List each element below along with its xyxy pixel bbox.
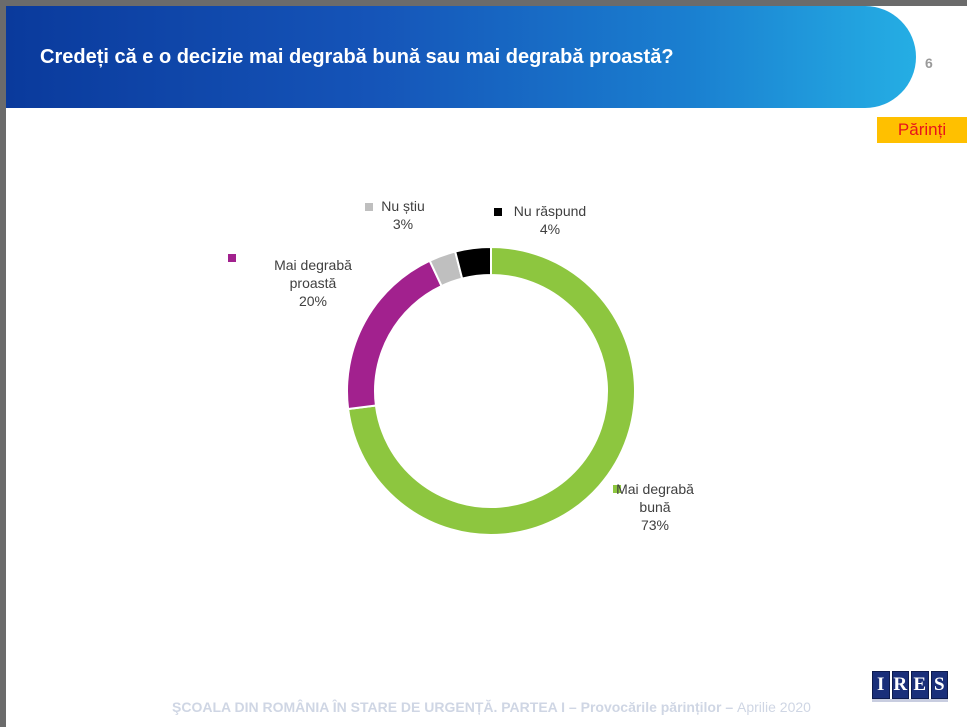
page-number: 6: [925, 55, 933, 71]
slice-value-label: 73%: [641, 517, 669, 533]
slice-value-label: 4%: [540, 221, 560, 237]
slide-title: Credeți că e o decizie mai degrabă bună …: [40, 46, 674, 68]
window-border-left: [0, 0, 6, 727]
legend-marker: [494, 208, 502, 216]
slice-name-label: Nu răspund: [514, 203, 586, 219]
slice-name-label: Nu știu: [381, 198, 425, 214]
slice-mai-degrabă-bună: [347, 245, 636, 536]
logo-letter: S: [930, 671, 948, 699]
window-border-top: [0, 0, 967, 6]
slice-value-label: 3%: [393, 216, 413, 232]
legend-marker: [228, 254, 236, 262]
footer-date: Aprilie 2020: [737, 699, 811, 715]
logo-letter: I: [872, 671, 890, 699]
slice-nu-răspund: [453, 245, 492, 280]
slice-value-label: 20%: [299, 293, 327, 309]
ires-logo: I R E S: [872, 671, 948, 701]
slice-name-label: proastă: [290, 275, 337, 291]
slice-name-label: Mai degrabă: [274, 257, 352, 273]
slice-name-label: bună: [639, 499, 670, 515]
title-banner: Credeți că e o decizie mai degrabă bună …: [6, 6, 916, 108]
slice-mai-degrabă-proastă: [346, 259, 443, 411]
legend-marker: [365, 203, 373, 211]
footer-main: ŞCOALA DIN ROMÂNIA ÎN STARE DE URGENȚĂ. …: [172, 699, 737, 715]
audience-badge: Părinți: [877, 117, 967, 143]
donut-slices: [346, 245, 636, 536]
logo-letter: R: [891, 671, 909, 699]
footer-text: ŞCOALA DIN ROMÂNIA ÎN STARE DE URGENȚĂ. …: [172, 699, 811, 715]
slice-name-label: Mai degrabă: [616, 481, 694, 497]
donut-labels: Mai degrabă bună 73% Mai degrabă proastă 20% N…: [228, 198, 694, 533]
logo-letter: E: [911, 671, 929, 699]
legend-marker: [613, 485, 621, 493]
logo-subtitle-bar: [872, 699, 948, 702]
